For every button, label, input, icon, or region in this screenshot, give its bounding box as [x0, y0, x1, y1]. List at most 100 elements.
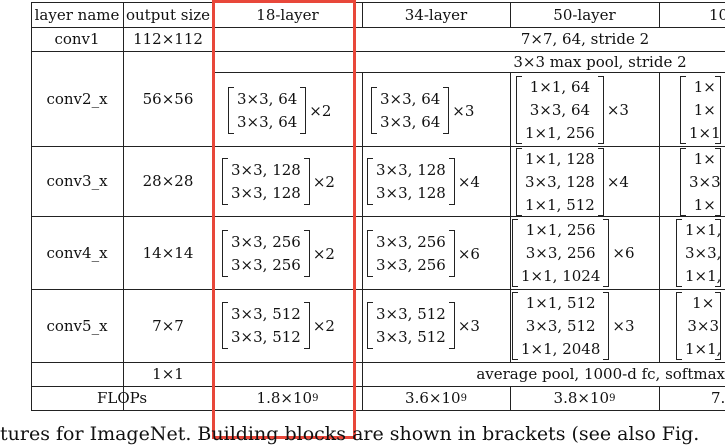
conv5-101-line-2: 3×3 [687, 316, 720, 335]
conv4-34-line-2: 3×3, 256 [376, 256, 446, 275]
header-18-layer: 18-layer [256, 5, 319, 24]
conv5-50-block: 1×1, 512 3×3, 512 1×1, 2048 ×3 [512, 292, 635, 360]
conv2-50-multiplier: ×3 [606, 101, 629, 119]
conv5-rule [31, 362, 725, 363]
header-101-layer: 10 [709, 5, 725, 24]
conv2-50-line-3: 1×1, 256 [525, 123, 595, 142]
maxpool-rule [213, 72, 725, 73]
col-rule-3a [362, 2, 363, 27]
table-top-rule [31, 2, 725, 3]
conv5-50-multiplier: ×3 [612, 317, 635, 335]
header-50-layer: 50-layer [553, 5, 616, 24]
conv2-18-line-2: 3×3, 64 [237, 113, 298, 132]
conv4-101-bracket: 1×1, 3×3, 1×1, [676, 219, 722, 287]
flops-18-exponent: 9 [312, 392, 319, 404]
conv5-101-block: 1× 3×3 1×1, [676, 292, 722, 360]
flops-50-value: 3.8×10 9 [510, 386, 659, 410]
conv2-34-multiplier: ×3 [452, 101, 475, 120]
conv2-101-line-1: 1× [693, 78, 716, 97]
header-output-size: output size [125, 5, 211, 24]
conv4-50-line-3: 1×1, 1024 [521, 266, 601, 285]
conv5-50-line-1: 1×1, 512 [525, 294, 596, 313]
conv5-50-line-2: 3×3, 512 [525, 316, 596, 335]
col-rule-5b [659, 72, 660, 362]
conv4-101-block: 1×1, 3×3, 1×1, [676, 219, 722, 287]
row-conv4-size: 14×14 [142, 243, 194, 262]
conv5-34-bracket: 3×3, 512 3×3, 512 [367, 302, 455, 349]
conv2-50-block: 1×1, 64 3×3, 64 1×1, 256 ×3 [516, 76, 629, 144]
flops-101-base: 7. [711, 389, 725, 407]
conv3-101-line-1: 1× [693, 150, 716, 169]
conv3-18-line-2: 3×3, 128 [231, 184, 301, 203]
conv3-50-line-3: 1×1, 512 [525, 195, 595, 214]
row-conv4-name: conv4_x [46, 243, 108, 262]
conv5-101-line-3: 1×1, [685, 339, 722, 358]
conv3-50-line-2: 3×3, 128 [525, 172, 595, 191]
conv4-50-multiplier: ×6 [612, 244, 635, 262]
conv4-18-block: 3×3, 256 3×3, 256 ×2 [222, 230, 335, 277]
row-conv5-name: conv5_x [46, 316, 108, 335]
row-conv3-name: conv3_x [46, 172, 108, 190]
conv2-50-line-1: 1×1, 64 [529, 78, 591, 97]
conv2-101-bracket: 1× 1× 1×1 [680, 76, 721, 144]
conv2-101-block: 1× 1× 1×1 [680, 76, 721, 144]
conv4-101-line-3: 1×1, [685, 266, 722, 285]
conv3-18-bracket: 3×3, 128 3×3, 128 [222, 158, 310, 205]
header-layer-name: layer name [34, 5, 120, 24]
highlight-box-18-layer [212, 0, 356, 439]
flops-50-exponent: 9 [609, 392, 616, 404]
flops-101-value: 7. [659, 386, 725, 410]
conv4-50-line-2: 3×3, 256 [525, 243, 596, 262]
conv2-34-block: 3×3, 64 3×3, 64 ×3 [371, 87, 474, 134]
conv3-101-block: 1× 3×3 1× [680, 148, 721, 216]
flops-18-base: 1.8×10 [256, 389, 313, 407]
col-rule-3c [362, 386, 363, 410]
conv2-101-line-3: 1×1 [689, 123, 721, 142]
row-conv3-size: 28×28 [142, 172, 194, 190]
conv1-rule [31, 51, 725, 52]
conv2-34-bracket: 3×3, 64 3×3, 64 [371, 87, 450, 134]
conv2-50-bracket: 1×1, 64 3×3, 64 1×1, 256 [516, 76, 604, 144]
table-bottom-rule [31, 410, 725, 411]
conv2-18-bracket: 3×3, 64 3×3, 64 [228, 87, 307, 134]
conv4-101-line-2: 3×3, [685, 243, 722, 262]
conv3-18-block: 3×3, 128 3×3, 128 ×2 [222, 158, 335, 205]
conv3-34-multiplier: ×4 [457, 172, 480, 191]
conv2-18-multiplier: ×2 [309, 101, 332, 120]
conv5-34-line-1: 3×3, 512 [376, 304, 446, 323]
conv3-rule [31, 216, 725, 217]
conv3-50-line-1: 1×1, 128 [525, 150, 595, 169]
conv3-34-line-2: 3×3, 128 [376, 184, 446, 203]
conv5-34-line-2: 3×3, 512 [376, 328, 446, 347]
conv4-34-bracket: 3×3, 256 3×3, 256 [367, 230, 455, 277]
conv3-50-multiplier: ×4 [606, 173, 629, 191]
row-pool-size: 1×1 [152, 365, 184, 383]
header-34-layer: 34-layer [404, 5, 468, 24]
conv3-101-line-2: 3×3 [689, 172, 721, 191]
conv2-rule [31, 146, 725, 147]
conv2-34-line-2: 3×3, 64 [380, 113, 441, 132]
conv3-34-line-1: 3×3, 128 [376, 160, 446, 179]
conv2-18-block: 3×3, 64 3×3, 64 ×2 [228, 87, 331, 134]
conv5-18-multiplier: ×2 [312, 316, 335, 335]
conv4-50-line-1: 1×1, 256 [525, 221, 596, 240]
conv4-18-bracket: 3×3, 256 3×3, 256 [222, 230, 310, 277]
table-caption: tures for ImageNet. Building blocks are … [0, 423, 700, 445]
conv3-34-bracket: 3×3, 128 3×3, 128 [367, 158, 455, 205]
conv2-50-line-2: 3×3, 64 [529, 100, 591, 119]
row-conv1-spec: 7×7, 64, stride 2 [520, 30, 650, 48]
col-rule-4a [510, 2, 511, 27]
col-rule-5a [659, 2, 660, 27]
conv4-18-line-1: 3×3, 256 [231, 232, 301, 251]
conv3-50-block: 1×1, 128 3×3, 128 1×1, 512 ×4 [516, 148, 629, 216]
row-conv5-size: 7×7 [152, 316, 184, 335]
conv4-50-block: 1×1, 256 3×3, 256 1×1, 1024 ×6 [512, 219, 635, 287]
row-conv1-size: 112×112 [133, 30, 203, 48]
col-rule-5c [659, 386, 660, 410]
conv3-101-bracket: 1× 3×3 1× [680, 148, 721, 216]
conv2-34-line-1: 3×3, 64 [380, 89, 441, 108]
row-flops-label: FLOPs [96, 389, 148, 407]
conv5-50-bracket: 1×1, 512 3×3, 512 1×1, 2048 [512, 292, 610, 360]
conv4-18-multiplier: ×2 [312, 244, 335, 263]
col-rule-1 [123, 2, 124, 410]
